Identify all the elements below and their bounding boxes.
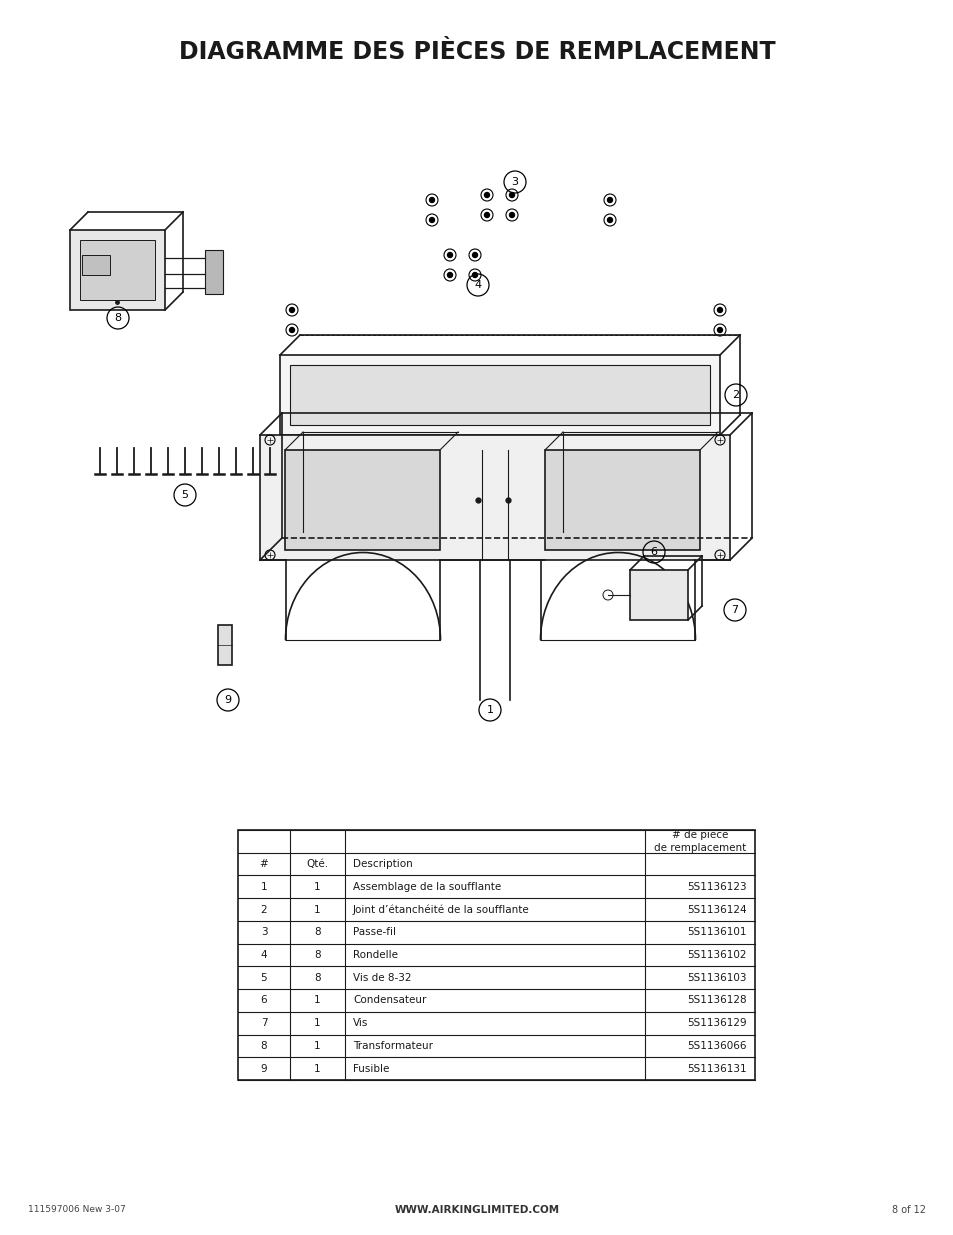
- Text: 1: 1: [260, 882, 267, 892]
- Circle shape: [289, 327, 294, 332]
- Circle shape: [484, 212, 489, 217]
- Bar: [82, 254, 110, 275]
- Text: 6: 6: [260, 995, 267, 1005]
- Text: 8: 8: [314, 950, 320, 960]
- Text: DIAGRAMME DES PIÈCES DE REMPLACEMENT: DIAGRAMME DES PIÈCES DE REMPLACEMENT: [178, 40, 775, 64]
- Bar: [80, 240, 154, 300]
- Text: 5S1136131: 5S1136131: [687, 1063, 746, 1073]
- Bar: [205, 249, 223, 294]
- Text: 1: 1: [314, 1063, 320, 1073]
- Text: 1: 1: [314, 882, 320, 892]
- Text: 2: 2: [732, 390, 739, 400]
- Text: Transformateur: Transformateur: [353, 1041, 433, 1051]
- Text: Condensateur: Condensateur: [353, 995, 426, 1005]
- Circle shape: [289, 308, 294, 312]
- Text: 8 of 12: 8 of 12: [891, 1205, 925, 1215]
- Text: 9: 9: [224, 695, 232, 705]
- Bar: [544, 450, 700, 550]
- Circle shape: [509, 193, 514, 198]
- Text: 7: 7: [731, 605, 738, 615]
- Text: WWW.AIRKINGLIMITED.COM: WWW.AIRKINGLIMITED.COM: [394, 1205, 559, 1215]
- Text: 111597006 New 3-07: 111597006 New 3-07: [28, 1205, 126, 1214]
- Bar: [280, 354, 720, 435]
- Text: 6: 6: [650, 547, 657, 557]
- Text: # de pièce
de remplacement: # de pièce de remplacement: [653, 830, 745, 853]
- Text: 1: 1: [314, 1018, 320, 1029]
- Text: 5: 5: [181, 490, 189, 500]
- Circle shape: [484, 193, 489, 198]
- Circle shape: [607, 198, 612, 203]
- Bar: [260, 435, 729, 559]
- Text: 4: 4: [474, 280, 481, 290]
- Circle shape: [717, 308, 721, 312]
- Text: Fusible: Fusible: [353, 1063, 389, 1073]
- Circle shape: [607, 217, 612, 222]
- Circle shape: [717, 327, 721, 332]
- Bar: [290, 366, 709, 425]
- Text: 5S1136102: 5S1136102: [687, 950, 746, 960]
- Text: 8: 8: [114, 312, 121, 324]
- Text: 8: 8: [314, 973, 320, 983]
- Text: 4: 4: [260, 950, 267, 960]
- Text: 8: 8: [314, 927, 320, 937]
- Text: Vis de 8-32: Vis de 8-32: [353, 973, 411, 983]
- Text: 3: 3: [511, 177, 518, 186]
- Text: 7: 7: [260, 1018, 267, 1029]
- Text: 5S1136128: 5S1136128: [687, 995, 746, 1005]
- Circle shape: [447, 273, 452, 278]
- Text: 1: 1: [314, 1041, 320, 1051]
- Text: 2: 2: [260, 904, 267, 915]
- Circle shape: [447, 252, 452, 258]
- Text: Description: Description: [353, 860, 413, 869]
- Text: Qté.: Qté.: [306, 860, 328, 869]
- Text: 1: 1: [314, 995, 320, 1005]
- Text: Assemblage de la soufflante: Assemblage de la soufflante: [353, 882, 500, 892]
- Text: 9: 9: [260, 1063, 267, 1073]
- Text: Joint d’étanchéité de la soufflante: Joint d’étanchéité de la soufflante: [353, 904, 529, 915]
- Text: 1: 1: [486, 705, 493, 715]
- Circle shape: [509, 212, 514, 217]
- Text: 5: 5: [260, 973, 267, 983]
- Text: Vis: Vis: [353, 1018, 368, 1029]
- Text: 5S1136066: 5S1136066: [687, 1041, 746, 1051]
- Text: 8: 8: [260, 1041, 267, 1051]
- Circle shape: [472, 273, 477, 278]
- Text: 5S1136103: 5S1136103: [687, 973, 746, 983]
- Bar: [218, 625, 232, 664]
- Text: 5S1136124: 5S1136124: [687, 904, 746, 915]
- Bar: [237, 830, 754, 1079]
- Text: 1: 1: [314, 904, 320, 915]
- Bar: [285, 450, 439, 550]
- Circle shape: [429, 198, 434, 203]
- Text: 5S1136129: 5S1136129: [687, 1018, 746, 1029]
- Text: Rondelle: Rondelle: [353, 950, 397, 960]
- Text: 3: 3: [260, 927, 267, 937]
- Text: #: #: [259, 860, 268, 869]
- Bar: [70, 230, 165, 310]
- Text: 5S1136101: 5S1136101: [687, 927, 746, 937]
- Text: Passe-fil: Passe-fil: [353, 927, 395, 937]
- Bar: [629, 571, 687, 620]
- Text: 5S1136123: 5S1136123: [687, 882, 746, 892]
- Circle shape: [429, 217, 434, 222]
- Circle shape: [472, 252, 477, 258]
